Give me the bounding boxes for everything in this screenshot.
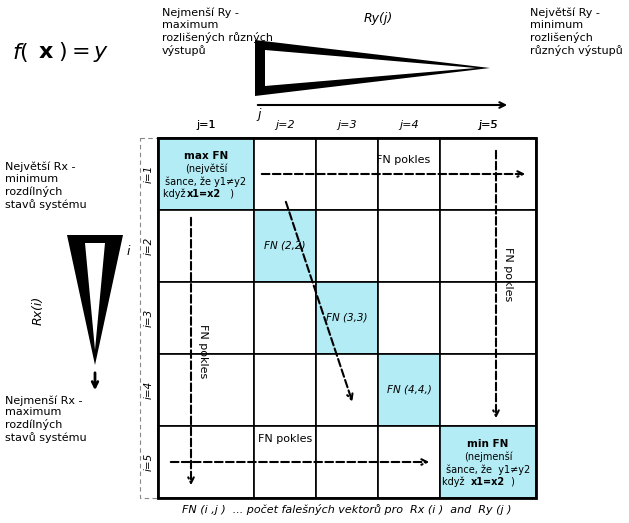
- Bar: [316, 282, 378, 354]
- Bar: [158, 354, 254, 426]
- Bar: [158, 138, 254, 210]
- Text: když: když: [442, 477, 474, 487]
- Text: Největší Ry -
minimum
rozlišených
různých výstupů: Největší Ry - minimum rozlišených různýc…: [530, 8, 623, 56]
- Text: $) = y$: $) = y$: [58, 40, 109, 64]
- Text: j=1: j=1: [196, 120, 216, 130]
- Polygon shape: [85, 243, 105, 350]
- Text: FN (3,3): FN (3,3): [326, 313, 368, 323]
- Text: i: i: [127, 245, 130, 258]
- Bar: [316, 354, 378, 426]
- Bar: [440, 426, 536, 498]
- Text: FN pokles: FN pokles: [376, 155, 431, 165]
- Text: j=1: j=1: [196, 120, 216, 130]
- Bar: [378, 354, 440, 426]
- Text: Rx(i): Rx(i): [31, 295, 45, 325]
- Text: Nejmenší Rx -
maximum
rozdílných
stavů systému: Nejmenší Rx - maximum rozdílných stavů s…: [5, 395, 87, 442]
- Bar: [254, 138, 316, 210]
- Text: $\mathbf{x}$: $\mathbf{x}$: [38, 42, 54, 62]
- Text: i=3: i=3: [144, 309, 154, 327]
- Polygon shape: [255, 40, 490, 96]
- Text: i=1: i=1: [144, 165, 154, 183]
- Bar: [158, 210, 254, 282]
- Text: Největší Rx -
minimum
rozdílných
stavů systému: Největší Rx - minimum rozdílných stavů s…: [5, 162, 87, 210]
- Bar: [316, 138, 378, 210]
- Text: (největší: (největší: [185, 164, 227, 174]
- Text: FN (2,2): FN (2,2): [264, 241, 306, 251]
- Bar: [378, 426, 440, 498]
- Text: $f($: $f($: [12, 40, 29, 63]
- Text: Nejmenší Ry -
maximum
rozlišených různých
výstupů: Nejmenší Ry - maximum rozlišených různýc…: [162, 8, 273, 56]
- Text: i=2: i=2: [144, 237, 154, 255]
- Text: i=5: i=5: [144, 453, 154, 471]
- Bar: [254, 354, 316, 426]
- Bar: [254, 426, 316, 498]
- Text: FN pokles: FN pokles: [503, 247, 513, 302]
- Text: šance, že y1≠y2: šance, že y1≠y2: [165, 177, 247, 187]
- Bar: [440, 138, 536, 210]
- Bar: [378, 138, 440, 210]
- Bar: [378, 210, 440, 282]
- Polygon shape: [265, 50, 476, 86]
- Text: j=5: j=5: [478, 120, 498, 130]
- Text: Ry(j): Ry(j): [364, 12, 392, 25]
- Bar: [378, 282, 440, 354]
- Text: ): ): [224, 189, 234, 199]
- Bar: [440, 282, 536, 354]
- Text: ): ): [508, 477, 515, 487]
- Bar: [254, 282, 316, 354]
- Text: min FN: min FN: [467, 439, 509, 449]
- Bar: [440, 354, 536, 426]
- Text: max FN: max FN: [184, 151, 228, 161]
- Text: j=3: j=3: [337, 120, 357, 130]
- Text: FN (4,4,): FN (4,4,): [387, 385, 431, 395]
- Text: FN pokles: FN pokles: [258, 434, 312, 444]
- Text: (nejmenší: (nejmenší: [464, 452, 512, 462]
- Text: j=5: j=5: [478, 120, 498, 130]
- Bar: [316, 210, 378, 282]
- Bar: [158, 426, 254, 498]
- Text: x1=x2: x1=x2: [471, 477, 505, 487]
- Text: i=4: i=4: [144, 381, 154, 399]
- Text: šance, že  y1≠y2: šance, že y1≠y2: [446, 465, 530, 475]
- Polygon shape: [67, 235, 123, 365]
- Bar: [158, 282, 254, 354]
- Text: j=2: j=2: [276, 120, 295, 130]
- Text: FN (i ,j )  ... počet falešných vektorů pro  Rx (i )  and  Ry (j ): FN (i ,j ) ... počet falešných vektorů p…: [182, 504, 512, 515]
- Text: FN pokles: FN pokles: [198, 324, 208, 379]
- Bar: [254, 210, 316, 282]
- Bar: [316, 426, 378, 498]
- Text: když: když: [164, 189, 192, 199]
- Text: j: j: [257, 108, 260, 121]
- Text: j=4: j=4: [399, 120, 419, 130]
- Bar: [440, 210, 536, 282]
- Text: x1=x2: x1=x2: [187, 189, 221, 199]
- Bar: [158, 138, 536, 498]
